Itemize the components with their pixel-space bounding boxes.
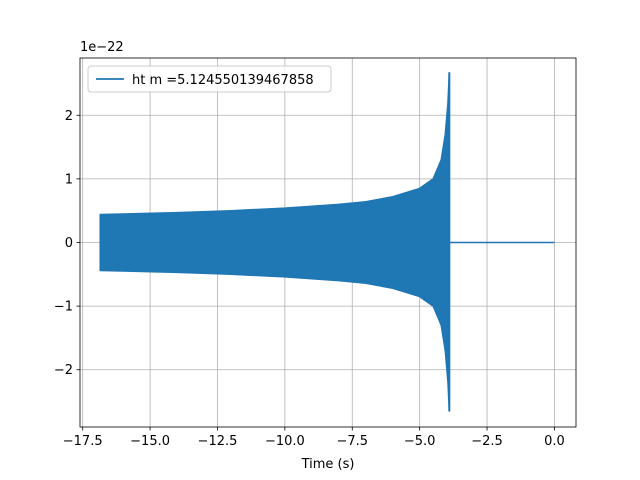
x-tick-label: −2.5 (471, 434, 503, 449)
x-tick-label: −17.5 (63, 434, 103, 449)
x-tick-label: −12.5 (198, 434, 238, 449)
x-axis-label: Time (s) (301, 457, 355, 472)
y-tick-label: −1 (54, 300, 73, 315)
plot-data (99, 71, 555, 412)
y-tick-label: 1 (65, 172, 73, 187)
y-tick-label: −2 (54, 363, 73, 378)
x-tick-label: −10.0 (265, 434, 305, 449)
y-tick-label: 0 (65, 236, 73, 251)
y-tick-label: 2 (65, 109, 73, 124)
x-tick-label: 0.0 (544, 434, 565, 449)
x-tick-label: −7.5 (336, 434, 368, 449)
legend-label: ht m =5.124550139467858 (132, 73, 314, 88)
legend: ht m =5.124550139467858 (87, 65, 332, 93)
ticks: −17.5 −15.0 −12.5 −10.0 −7.5 −5.0 −2.5 0.0 −2 −1 0… (54, 109, 565, 449)
legend-box (87, 65, 332, 93)
x-tick-label: −15.0 (130, 434, 170, 449)
y-offset-label: 1e−22 (80, 40, 124, 55)
x-tick-label: −5.0 (404, 434, 436, 449)
